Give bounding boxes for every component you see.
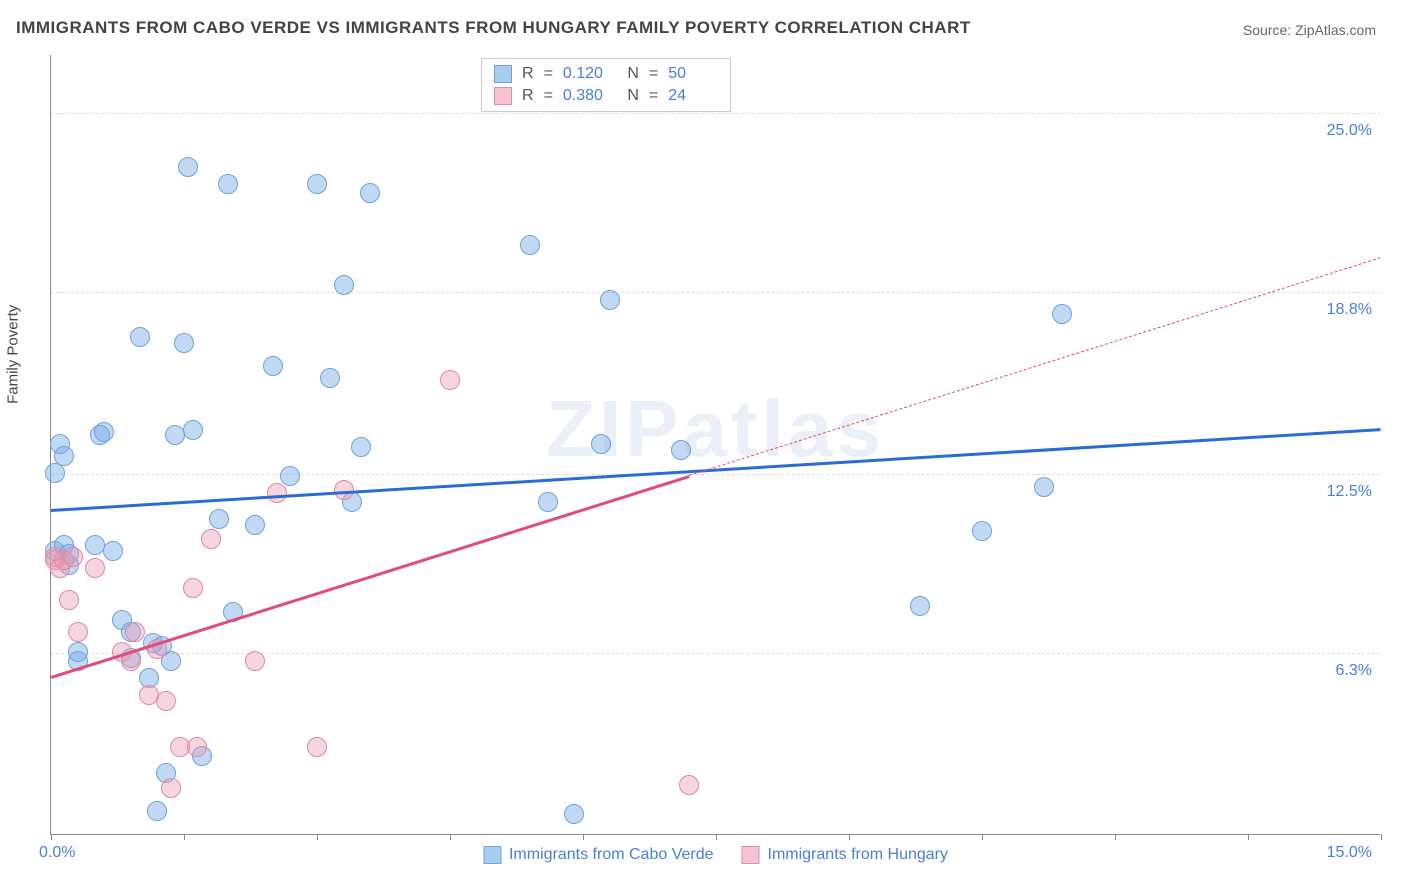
data-point xyxy=(564,804,584,824)
plot-area: ZIPatlas Family Poverty 6.3%12.5%18.8%25… xyxy=(50,55,1380,835)
series-swatch xyxy=(494,87,512,105)
data-point xyxy=(178,157,198,177)
data-point xyxy=(440,370,460,390)
eq-label: = xyxy=(649,65,658,83)
y-tick-label: 25.0% xyxy=(1327,122,1372,140)
data-point xyxy=(103,541,123,561)
data-point xyxy=(218,174,238,194)
stats-row: R = 0.120 N = 50 xyxy=(494,63,718,85)
legend-label: Immigrants from Hungary xyxy=(768,846,949,864)
eq-label: = xyxy=(649,87,658,105)
x-axis-max-label: 15.0% xyxy=(1327,844,1372,862)
data-point xyxy=(209,509,229,529)
data-point xyxy=(307,174,327,194)
data-point xyxy=(351,437,371,457)
y-tick-label: 18.8% xyxy=(1327,301,1372,319)
source-label: Source: ZipAtlas.com xyxy=(1243,22,1376,38)
data-point xyxy=(161,778,181,798)
data-point xyxy=(320,368,340,388)
x-tick xyxy=(982,834,983,840)
n-label: N xyxy=(623,65,639,83)
data-point xyxy=(972,521,992,541)
series-swatch xyxy=(494,65,512,83)
data-point xyxy=(59,590,79,610)
data-point xyxy=(520,235,540,255)
data-point xyxy=(201,529,221,549)
y-tick-label: 12.5% xyxy=(1327,483,1372,501)
x-tick xyxy=(450,834,451,840)
data-point xyxy=(360,183,380,203)
r-label: R xyxy=(522,65,534,83)
data-point xyxy=(263,356,283,376)
series-swatch xyxy=(483,846,501,864)
data-point xyxy=(334,275,354,295)
data-point xyxy=(94,422,114,442)
legend-item: Immigrants from Hungary xyxy=(742,846,949,864)
n-value: 24 xyxy=(668,87,718,105)
stats-row: R = 0.380 N = 24 xyxy=(494,85,718,107)
data-point xyxy=(280,466,300,486)
chart-title: IMMIGRANTS FROM CABO VERDE VS IMMIGRANTS… xyxy=(16,18,971,38)
n-label: N xyxy=(623,87,639,105)
legend-item: Immigrants from Cabo Verde xyxy=(483,846,714,864)
data-point xyxy=(307,737,327,757)
r-value: 0.120 xyxy=(563,65,613,83)
x-tick xyxy=(1115,834,1116,840)
data-point xyxy=(591,434,611,454)
grid-line xyxy=(51,113,1380,114)
x-axis-min-label: 0.0% xyxy=(39,844,75,862)
data-point xyxy=(63,547,83,567)
grid-line xyxy=(51,474,1380,475)
legend-label: Immigrants from Cabo Verde xyxy=(509,846,714,864)
grid-line xyxy=(51,292,1380,293)
data-point xyxy=(156,691,176,711)
data-point xyxy=(147,801,167,821)
eq-label: = xyxy=(544,87,553,105)
data-point xyxy=(85,558,105,578)
data-point xyxy=(183,578,203,598)
data-point xyxy=(45,463,65,483)
data-point xyxy=(245,651,265,671)
data-point xyxy=(187,737,207,757)
data-point xyxy=(245,515,265,535)
bottom-legend: Immigrants from Cabo Verde Immigrants fro… xyxy=(483,846,948,864)
y-axis-title: Family Poverty xyxy=(5,304,22,403)
x-tick xyxy=(317,834,318,840)
data-point xyxy=(125,622,145,642)
x-tick xyxy=(51,834,52,840)
data-point xyxy=(910,596,930,616)
n-value: 50 xyxy=(668,65,718,83)
data-point xyxy=(267,483,287,503)
data-point xyxy=(671,440,691,460)
data-point xyxy=(68,642,88,662)
eq-label: = xyxy=(544,65,553,83)
data-point xyxy=(174,333,194,353)
x-tick xyxy=(849,834,850,840)
r-value: 0.380 xyxy=(563,87,613,105)
data-point xyxy=(1034,477,1054,497)
data-point xyxy=(183,420,203,440)
data-point xyxy=(54,446,74,466)
x-tick xyxy=(1248,834,1249,840)
r-label: R xyxy=(522,87,534,105)
data-point xyxy=(1052,304,1072,324)
y-tick-label: 6.3% xyxy=(1336,662,1372,680)
x-tick xyxy=(1381,834,1382,840)
x-tick xyxy=(184,834,185,840)
data-point xyxy=(538,492,558,512)
x-tick xyxy=(583,834,584,840)
trend-line xyxy=(689,257,1381,476)
data-point xyxy=(68,622,88,642)
series-swatch xyxy=(742,846,760,864)
stats-box: R = 0.120 N = 50 R = 0.380 N = 24 xyxy=(481,58,731,112)
data-point xyxy=(679,775,699,795)
data-point xyxy=(130,327,150,347)
data-point xyxy=(600,290,620,310)
trend-line xyxy=(51,428,1381,512)
x-tick xyxy=(716,834,717,840)
